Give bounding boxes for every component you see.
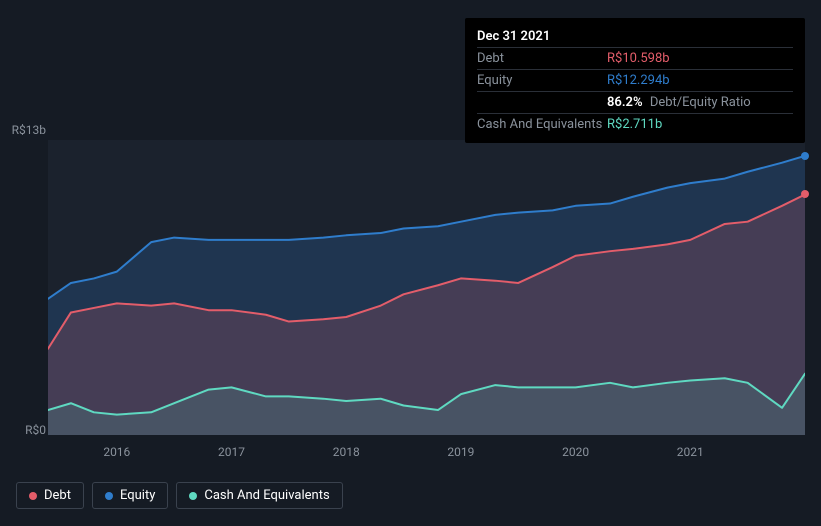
series-end-marker	[801, 190, 809, 198]
x-axis: 2016 2017 2018 2019 2020 2021	[48, 445, 805, 465]
info-debt-label: Debt	[477, 51, 607, 66]
x-axis-tick: 2021	[677, 445, 704, 459]
info-debt-value: R$10.598b	[607, 51, 793, 66]
series-end-marker	[801, 152, 809, 160]
legend-label: Debt	[44, 488, 71, 503]
legend-dot-icon	[105, 492, 113, 500]
legend-label: Cash And Equivalents	[204, 488, 329, 503]
info-equity-row: Equity R$12.294b	[477, 70, 793, 92]
legend: Debt Equity Cash And Equivalents	[16, 482, 343, 509]
legend-item[interactable]: Debt	[16, 482, 84, 509]
y-axis-top-label: R$13b	[12, 123, 46, 137]
info-equity-label: Equity	[477, 73, 607, 88]
chart-plot[interactable]	[48, 140, 805, 435]
info-panel: Dec 31 2021 Debt R$10.598b Equity R$12.2…	[465, 18, 805, 143]
info-ratio-value: 86.2% Debt/Equity Ratio	[607, 95, 793, 110]
x-axis-tick: 2018	[333, 445, 360, 459]
legend-item[interactable]: Cash And Equivalents	[176, 482, 342, 509]
info-date: Dec 31 2021	[477, 29, 550, 44]
chart-svg	[48, 140, 805, 435]
legend-dot-icon	[29, 492, 37, 500]
info-debt-row: Debt R$10.598b	[477, 48, 793, 70]
legend-item[interactable]: Equity	[92, 482, 168, 509]
info-date-row: Dec 31 2021	[477, 26, 793, 48]
info-ratio-pct: 86.2%	[607, 95, 643, 110]
info-cash-value: R$2.711b	[607, 117, 793, 132]
info-cash-label: Cash And Equivalents	[477, 117, 607, 132]
info-ratio-label-spacer	[477, 95, 607, 110]
x-axis-tick: 2016	[103, 445, 130, 459]
info-ratio-row: 86.2% Debt/Equity Ratio	[477, 92, 793, 114]
x-axis-tick: 2019	[447, 445, 474, 459]
legend-dot-icon	[189, 492, 197, 500]
info-ratio-label: Debt/Equity Ratio	[650, 95, 751, 110]
x-axis-tick: 2017	[218, 445, 245, 459]
x-axis-tick: 2020	[562, 445, 589, 459]
info-equity-value: R$12.294b	[607, 73, 793, 88]
legend-label: Equity	[120, 488, 155, 503]
info-cash-row: Cash And Equivalents R$2.711b	[477, 114, 793, 135]
y-axis-bottom-label: R$0	[25, 423, 46, 437]
